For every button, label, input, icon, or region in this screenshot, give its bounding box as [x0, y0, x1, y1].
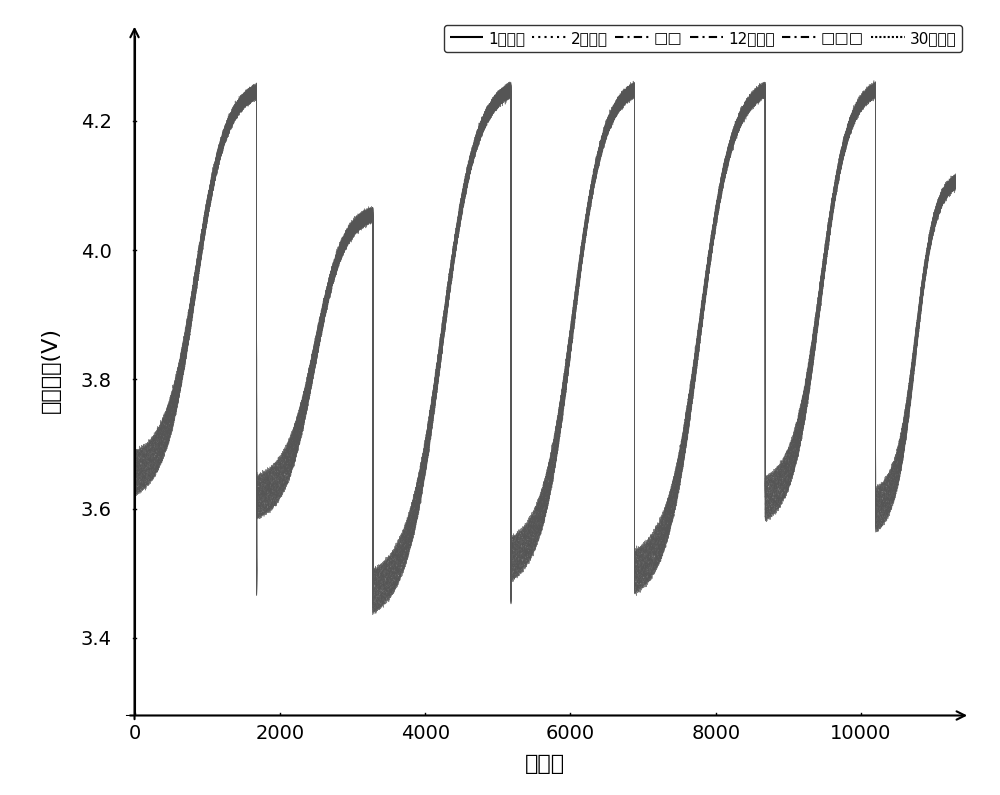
- Y-axis label: 充电电压(V): 充电电压(V): [40, 327, 60, 413]
- Legend: 1号电池, 2号电池, □□, 12号电池, □□□, 30号电池: 1号电池, 2号电池, □□, 12号电池, □□□, 30号电池: [444, 25, 962, 52]
- X-axis label: 采样点: 采样点: [525, 754, 565, 774]
